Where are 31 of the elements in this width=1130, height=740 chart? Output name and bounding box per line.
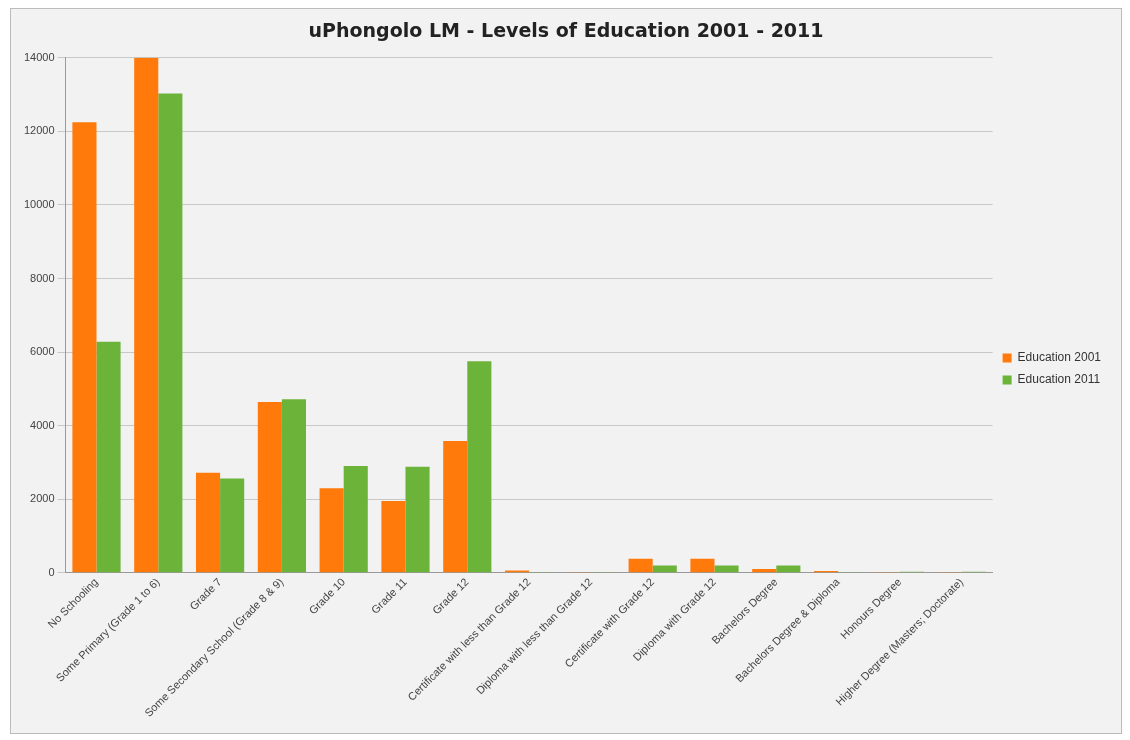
- legend-label: Education 2011: [1017, 372, 1101, 387]
- bar: [96, 341, 121, 573]
- bar: [652, 565, 677, 573]
- y-tick-label: 8000: [30, 271, 55, 284]
- bar: [443, 441, 468, 573]
- bar: [467, 361, 492, 573]
- bar: [195, 472, 221, 573]
- y-tick-label: 2000: [30, 492, 55, 505]
- bar: [134, 57, 159, 573]
- y-tick-label: 4000: [30, 418, 55, 431]
- bar: [220, 478, 245, 573]
- bar: [405, 466, 430, 573]
- bar: [72, 122, 97, 573]
- y-tick-label: 10000: [23, 197, 55, 210]
- y-tick-label: 0: [48, 565, 55, 578]
- bar: [257, 402, 282, 573]
- bar: [714, 565, 739, 573]
- bar: [381, 501, 406, 573]
- bar: [281, 399, 306, 573]
- bar: [343, 466, 368, 573]
- bar: [690, 558, 715, 573]
- bar: [158, 93, 183, 573]
- y-tick-label: 6000: [30, 345, 55, 358]
- bar: [319, 488, 344, 573]
- y-tick-label: 12000: [23, 124, 55, 137]
- bar: [752, 569, 777, 573]
- bar: [628, 558, 653, 573]
- legend-label: Education 2001: [1017, 350, 1102, 365]
- chart-title: uPhongolo LM - Levels of Education 2001 - 2011: [308, 19, 824, 42]
- y-tick-label: 14000: [23, 50, 55, 63]
- bar: [776, 565, 801, 573]
